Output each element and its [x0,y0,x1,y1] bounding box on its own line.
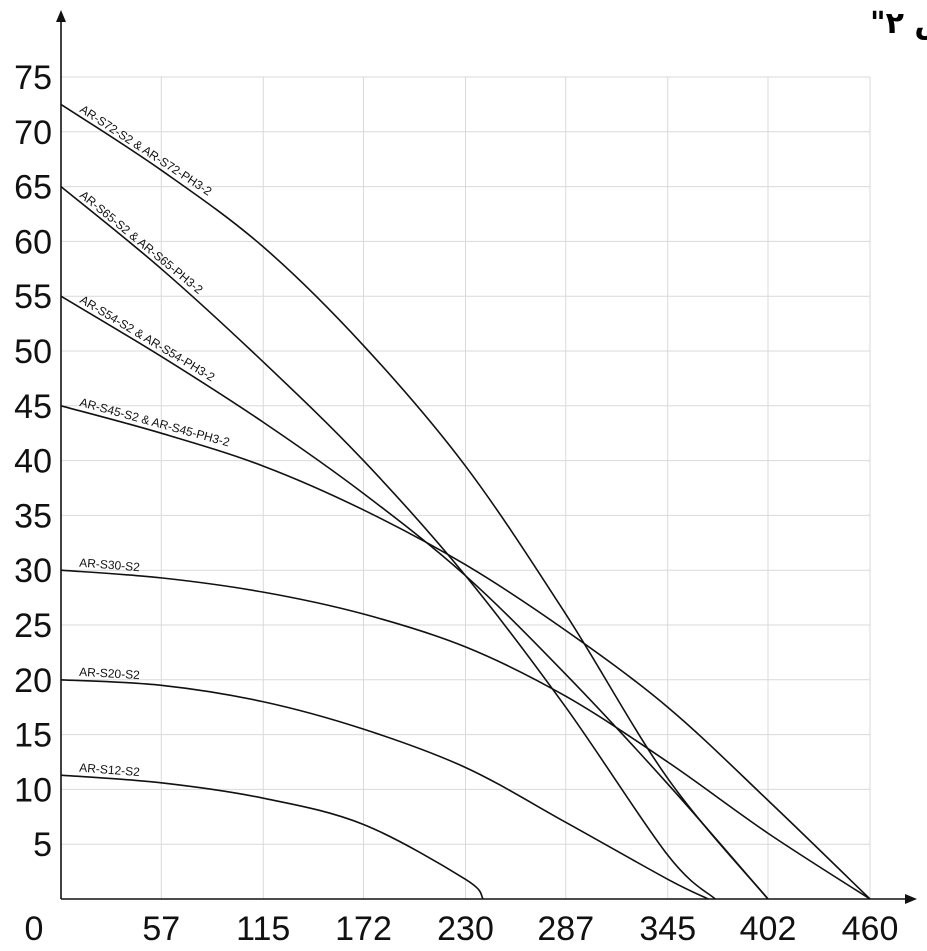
series-line-ar-s72-s2 [60,103,769,900]
x-tick-label: 172 [335,910,392,948]
x-tick-label: 57 [142,910,180,948]
curves [60,103,871,900]
series-line-ar-s30-s2 [60,569,871,900]
y-tick-label: 5 [33,826,52,864]
x-tick-label: 287 [537,910,594,948]
y-tick-label: 75 [14,59,52,97]
series-line-ar-s45-s2 [60,405,871,900]
chart-title: نمودار آبدهی پمپ های کفکش ۲" [870,4,927,41]
x-axis-arrow-icon [905,894,917,904]
x-tick-label: 460 [842,910,899,948]
series-label-ar-s65-s2: AR-S65-S2 & AR-S65-PH3-2 [77,188,206,297]
y-axis-arrow-icon [56,10,66,22]
x-tick-label: 230 [437,910,494,948]
axes [56,10,917,904]
y-tick-label: 40 [14,443,52,481]
grid [61,76,871,899]
series-line-ar-s65-s2 [60,185,716,900]
series-label-ar-s45-s2: AR-S45-S2 & AR-S45-PH3-2 [78,395,231,449]
x-tick-label: 345 [639,910,696,948]
x-tick-labels: 0 57 115 172 230 287 345 402 460 [25,910,899,948]
series-label-ar-s12-s2: AR-S12-S2 [79,761,141,780]
y-tick-label: 45 [14,388,52,426]
y-tick-label: 25 [14,607,52,645]
y-tick-label: 35 [14,497,52,535]
y-tick-label: 20 [14,662,52,700]
series-label-ar-s54-s2: AR-S54-S2 & AR-S54-PH3-2 [77,293,217,385]
x-tick-label: 115 [236,910,290,948]
series-line-ar-s12-s2 [60,774,484,900]
series-line-ar-s54-s2 [60,295,769,900]
x-tick-label: 402 [740,910,797,948]
y-tick-label: 10 [14,771,52,809]
series-label-ar-s20-s2: AR-S20-S2 [79,665,141,682]
y-tick-label: 60 [14,223,52,261]
y-tick-label: 15 [14,717,52,755]
y-tick-label: 70 [14,114,52,152]
series-label-ar-s30-s2: AR-S30-S2 [79,556,141,575]
series-label-ar-s72-s2: AR-S72-S2 & AR-S72-PH3-2 [77,102,214,199]
y-tick-label: 65 [14,169,52,207]
y-tick-label: 30 [14,552,52,590]
y-tick-label: 55 [14,278,52,316]
y-tick-labels: 5 10 15 20 25 30 35 40 45 50 55 60 65 70 75 [14,59,52,864]
series-line-ar-s20-s2 [60,679,709,900]
y-tick-label: 50 [14,333,52,371]
x-tick-label: 0 [25,910,44,948]
